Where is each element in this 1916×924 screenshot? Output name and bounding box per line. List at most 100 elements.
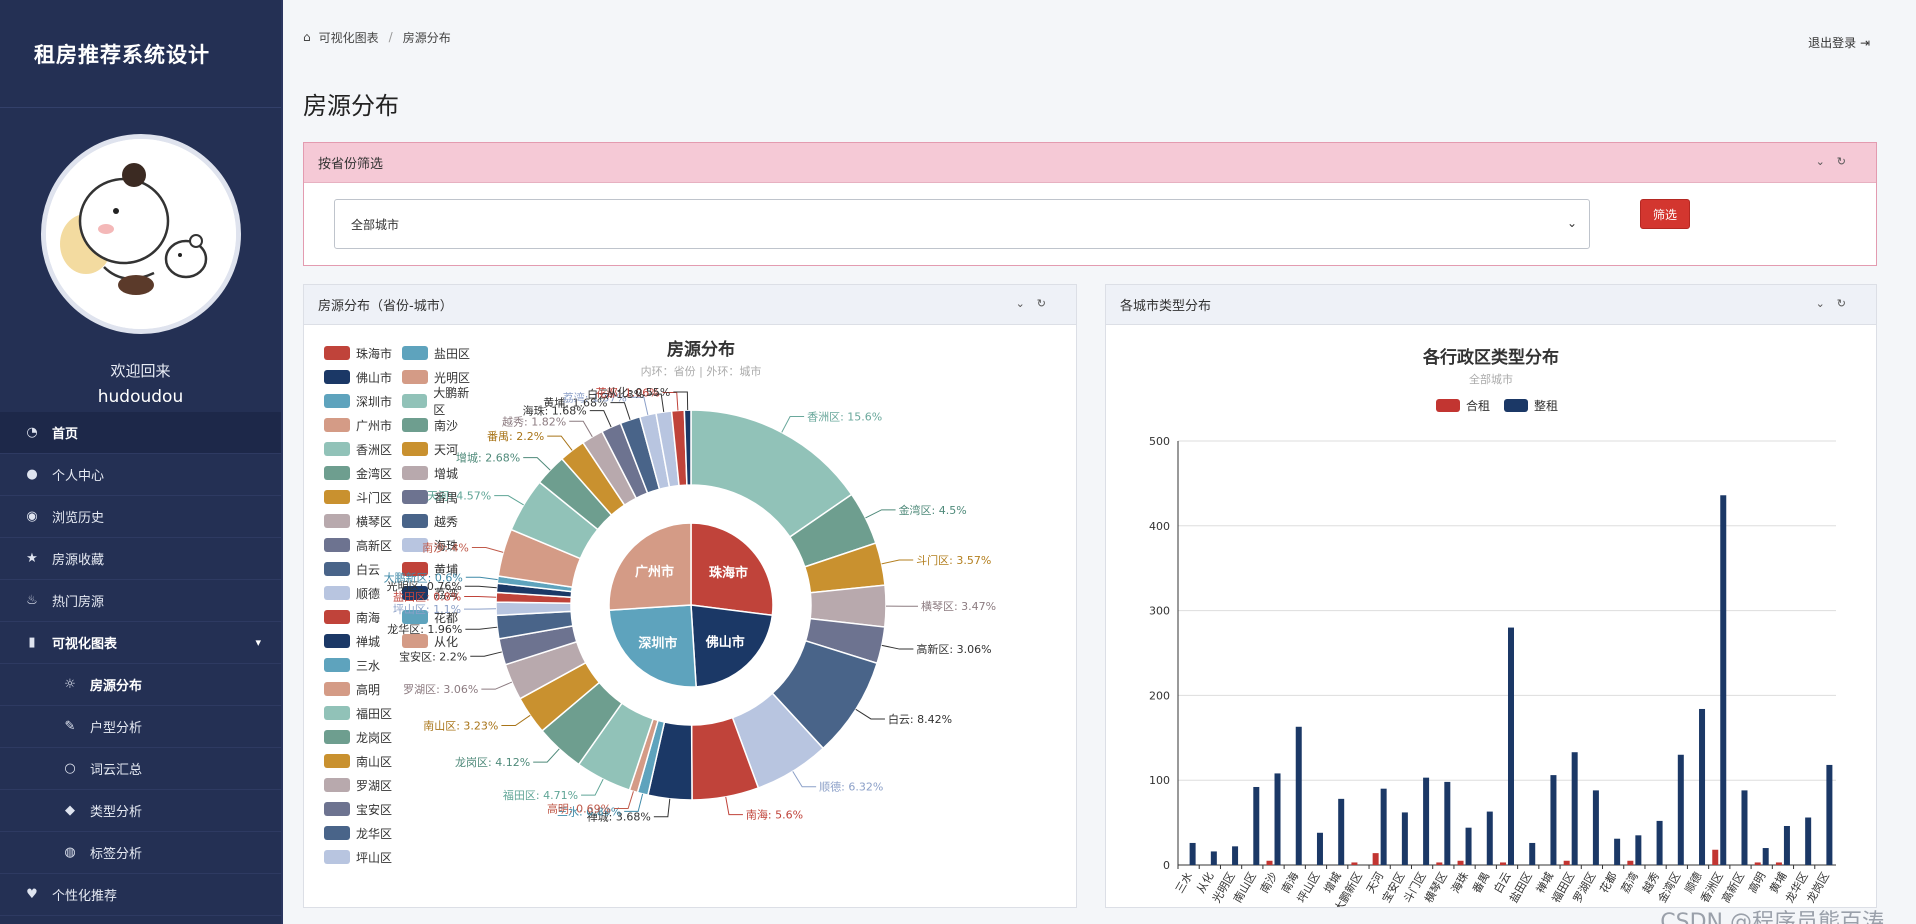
legend-item[interactable]: 盐田区 [402, 345, 480, 362]
legend-item[interactable]: 罗湖区 [324, 777, 402, 794]
label-line [471, 547, 504, 553]
legend-item[interactable]: 深圳市 [324, 393, 402, 410]
legend-item[interactable]: 福田区 [324, 705, 402, 722]
outer-slice [683, 409, 692, 486]
sidebar-item-favorites[interactable]: ★ 房源收藏 [0, 538, 281, 580]
bar [1266, 860, 1273, 865]
label-line [465, 626, 498, 630]
legend-item[interactable]: 大鹏新区 [402, 384, 480, 418]
label-line [464, 596, 497, 598]
sidebar-menu: ◔ 首页 ● 个人中心 ◉ 浏览历史 ★ 房源收藏 ♨ 热门房源 ▮ 可视化图表… [0, 412, 281, 916]
legend-label: 盐田区 [434, 346, 471, 361]
legend-item[interactable]: 花都 [402, 609, 480, 626]
legend-row: 顺德 荔湾 [324, 581, 480, 605]
legend-item[interactable]: 越秀 [402, 513, 480, 530]
legend-row: 深圳市 大鹏新区 [324, 386, 480, 417]
inner-slice-label: 佛山市 [705, 634, 745, 650]
legend-item[interactable]: 南海 [324, 609, 402, 626]
bar [1550, 775, 1557, 865]
inner-slice-label: 珠海市 [709, 565, 748, 581]
bar [1232, 846, 1239, 865]
legend-item[interactable]: 香洲区 [324, 441, 402, 458]
legend-label: 花都 [434, 610, 459, 625]
outer-slice-label: 福田区: 4.71% [503, 788, 578, 802]
label-line [501, 714, 531, 727]
legend-item[interactable]: 三水 [324, 657, 402, 674]
outer-slice-label: 三水: 0.89% [557, 805, 621, 818]
legend-row: 香洲区 天河 [324, 437, 480, 461]
sidebar-item-layout[interactable]: ✎ 户型分析 [0, 706, 281, 748]
legend-item[interactable]: 荔湾 [402, 585, 480, 602]
sidebar-item-charts[interactable]: ▮ 可视化图表 ▾ [0, 622, 281, 664]
sidebar-item-tags[interactable]: ◍ 标签分析 [0, 832, 281, 874]
province-select[interactable]: 全部城市 ⌄ [334, 199, 1590, 249]
bar [1775, 862, 1782, 865]
sidebar-item-distribution[interactable]: ☼ 房源分布 [0, 664, 281, 706]
legend-swatch [324, 826, 350, 840]
legend-item[interactable]: 佛山市 [324, 369, 402, 386]
legend-label: 深圳市 [356, 394, 393, 409]
legend-item[interactable]: 坪山区 [324, 849, 402, 866]
legend-swatch [402, 442, 428, 456]
label-line [629, 396, 649, 415]
collapse-icon[interactable]: ⌄ [1015, 297, 1037, 310]
legend-item[interactable]: 横琴区 [324, 513, 402, 530]
refresh-icon[interactable]: ↻ [1036, 297, 1058, 310]
collapse-icon[interactable]: ⌄ [1815, 155, 1837, 168]
bar [1656, 820, 1663, 865]
legend-row: 南山区 [324, 749, 480, 773]
bar [1627, 860, 1634, 865]
legend-item[interactable]: 斗门区 [324, 489, 402, 506]
refresh-icon[interactable]: ↻ [1836, 155, 1858, 168]
legend-item[interactable]: 光明区 [402, 369, 480, 386]
bar [1699, 708, 1706, 865]
x-tick-label: 高明 [1745, 870, 1768, 896]
legend-item[interactable]: 宝安区 [324, 801, 402, 818]
bar [1762, 848, 1769, 865]
legend-item[interactable]: 高明 [324, 681, 402, 698]
sidebar-item-type[interactable]: ◆ 类型分析 [0, 790, 281, 832]
legend-label: 越秀 [434, 514, 459, 529]
legend-item[interactable]: 天河 [402, 441, 480, 458]
heart-icon: ♥ [26, 887, 38, 902]
legend-item[interactable]: 南山区 [324, 753, 402, 770]
legend-item[interactable]: 广州市 [324, 417, 402, 434]
legend-item[interactable]: 黄埔 [402, 561, 480, 578]
bar-chart-icon: ▮ [28, 635, 36, 650]
legend-item[interactable]: 高新区 [324, 537, 402, 554]
x-tick-label: 海珠 [1448, 870, 1471, 896]
filter-card-title: 按省份筛选 [318, 157, 384, 172]
legend-swatch [324, 754, 350, 768]
legend-row: 三水 [324, 653, 480, 677]
legend-label: 坪山区 [356, 850, 393, 865]
sidebar-item-profile[interactable]: ● 个人中心 [0, 454, 281, 496]
home-icon[interactable]: ⌂ [303, 30, 311, 44]
legend-item[interactable]: 增城 [402, 465, 480, 482]
bar [1423, 777, 1430, 865]
refresh-icon[interactable]: ↻ [1836, 297, 1858, 310]
legend-item[interactable]: 顺德 [324, 585, 402, 602]
legend-item[interactable]: 南沙 [402, 417, 480, 434]
sidebar-item-home[interactable]: ◔ 首页 [0, 412, 281, 454]
legend-label: 宝安区 [356, 802, 393, 817]
legend-item[interactable]: 从化 [402, 633, 480, 650]
legend-swatch [402, 538, 428, 552]
sidebar-item-hot[interactable]: ♨ 热门房源 [0, 580, 281, 622]
legend-swatch [402, 490, 428, 504]
sidebar-item-recommend[interactable]: ♥ 个性化推荐 [0, 874, 281, 916]
legend-item[interactable]: 金湾区 [324, 465, 402, 482]
legend-item[interactable]: 珠海市 [324, 345, 402, 362]
legend-item[interactable]: 白云 [324, 561, 402, 578]
collapse-icon[interactable]: ⌄ [1815, 297, 1837, 310]
legend-item[interactable]: 龙岗区 [324, 729, 402, 746]
breadcrumb-item[interactable]: 可视化图表 [318, 30, 379, 45]
legend-item[interactable]: 龙华区 [324, 825, 402, 842]
sidebar-item-wordcloud[interactable]: ○ 词云汇总 [0, 748, 281, 790]
logout-button[interactable]: 退出登录 ⇥ [1808, 34, 1870, 51]
filter-button[interactable]: 筛选 [1640, 199, 1690, 229]
legend-item[interactable]: 番禺 [402, 489, 480, 506]
legend-item[interactable]: 禅城 [324, 633, 402, 650]
sidebar-item-history[interactable]: ◉ 浏览历史 [0, 496, 281, 538]
legend-item[interactable]: 海珠 [402, 537, 480, 554]
